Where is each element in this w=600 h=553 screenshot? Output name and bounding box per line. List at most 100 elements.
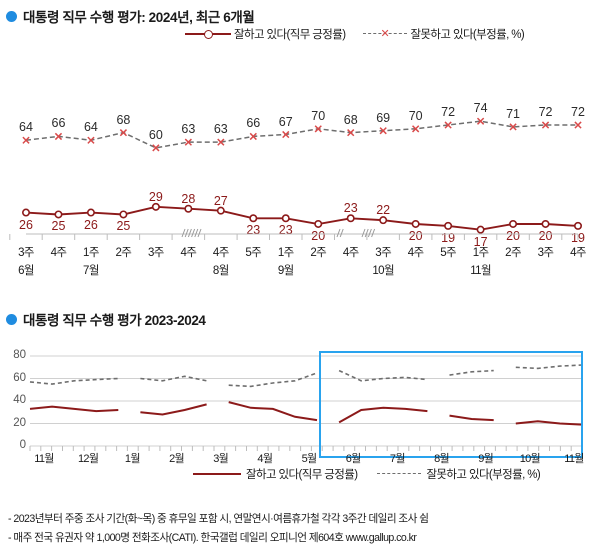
value-label-negative: 66	[246, 116, 261, 131]
legend-positive: 잘하고 있다(직무 긍정률)	[185, 26, 346, 42]
x-axis-month-label: 7월	[83, 265, 99, 277]
x-axis-month-label-2: 5월	[301, 453, 318, 465]
value-label-positive: 22	[376, 203, 391, 218]
value-label-negative: 64	[83, 120, 98, 135]
x-axis-month-label-2: 1월	[124, 453, 141, 465]
x-axis-week-label: 4주	[342, 247, 359, 259]
solid-line-marker-icon	[185, 29, 231, 39]
x-axis-week-label: 5주	[440, 247, 456, 259]
x-axis-week-label: 3주	[537, 247, 554, 259]
x-axis-week-label: 2주	[310, 247, 327, 259]
x-axis-week-label: 5주	[245, 247, 262, 259]
chart2-plot	[29, 351, 583, 458]
value-label-negative: 74	[473, 101, 488, 116]
chart1-plot	[21, 117, 582, 234]
x-axis-month-label: 9월	[277, 265, 294, 277]
value-label-negative: 63	[213, 122, 228, 137]
chart1-legend: 잘하고 있다(직무 긍정률) ✕ 잘못하고 있다(부정률, %)	[185, 26, 525, 42]
x-axis-month-label-2: 10월	[519, 453, 541, 465]
value-label-negative: 67	[278, 114, 293, 129]
x-axis-month-label-2: 4월	[257, 453, 273, 465]
chart2-title: 대통령 직무 수행 평가 2023-2024	[23, 313, 206, 328]
y-axis-tick-label: 40	[13, 394, 26, 406]
dashed-line-marker-icon-2	[377, 469, 422, 479]
value-label-positive: 20	[311, 228, 326, 243]
chart-recent-6months: 잘하고 있다(직무 긍정률) ✕ 잘못하고 있다(부정률, %) 64 66 64 6…	[0, 22, 600, 287]
value-label-positive: 26	[83, 217, 98, 232]
x-axis-month-label-2: 6월	[345, 453, 362, 465]
value-label-positive: 25	[51, 219, 66, 234]
chart2-title-row: 대통령 직무 수행 평가 2023-2024	[6, 309, 206, 329]
value-label-negative: 60	[148, 127, 163, 142]
y-axis-tick-label: 80	[13, 349, 26, 361]
x-axis-week-label: 3주	[18, 247, 34, 259]
value-label-negative: 72	[441, 105, 456, 120]
x-axis-month-label-2: 3월	[213, 453, 229, 465]
legend2-negative-label: 잘못하고 있다(부정률, %)	[426, 469, 541, 481]
value-label-negative: 63	[181, 122, 196, 137]
x-axis-month-label-2: 2월	[169, 453, 185, 465]
x-axis-week-label: 1주	[277, 247, 294, 259]
value-label-negative: 68	[343, 112, 358, 127]
blue-bullet-icon-2	[6, 313, 17, 325]
highlight-box	[319, 351, 583, 458]
value-label-negative: 71	[506, 106, 520, 121]
dashed-line-marker-icon: ✕	[363, 28, 408, 40]
chart1-title-row: 대통령 직무 수행 평가: 2024년, 최근 6개월	[6, 6, 255, 26]
x-axis-week-label: 2주	[115, 247, 132, 259]
y-axis-tick-label: 0	[19, 439, 26, 451]
value-label-positive: 23	[343, 201, 358, 216]
x-axis-week-label: 1주	[472, 247, 489, 259]
x-axis-week-label: 2주	[505, 247, 521, 259]
value-label-positive: 28	[181, 191, 196, 206]
x-axis-month-label: 10월	[372, 265, 394, 277]
x-axis-week-label: 4주	[570, 247, 586, 259]
value-label-negative: 69	[376, 110, 391, 125]
value-label-negative: 66	[51, 116, 66, 131]
x-axis-month-label-2: 9월	[478, 453, 494, 465]
value-label-positive: 25	[116, 219, 131, 234]
value-label-positive: 20	[538, 228, 553, 243]
value-label-negative: 70	[311, 108, 326, 123]
x-axis-month-label: 6월	[18, 265, 34, 277]
value-label-negative: 70	[408, 108, 423, 123]
x-axis-month-label-2: 11월	[34, 453, 54, 465]
blue-bullet-icon	[6, 10, 17, 22]
chart1-axis	[9, 228, 579, 240]
x-axis-month-label: 8월	[212, 265, 229, 277]
x-axis-week-label: 1주	[83, 247, 99, 259]
x-axis-month-label-2: 8월	[434, 453, 450, 465]
footnote-1: - 2023년부터 주중 조사 기간(화~목) 중 휴무일 포함 시, 연말연시…	[8, 513, 429, 525]
value-label-positive: 17	[473, 234, 488, 249]
solid-line-marker-icon-2	[193, 469, 241, 479]
x-axis-month-label: 11월	[470, 265, 491, 277]
value-label-positive: 20	[408, 228, 423, 243]
value-label-negative: 72	[571, 105, 585, 120]
x-axis-week-label: 4주	[407, 247, 424, 259]
x-axis-week-label: 4주	[212, 247, 229, 259]
value-label-positive: 26	[19, 217, 33, 232]
x-axis-month-label-2: 11월	[564, 453, 584, 465]
page-title: 대통령 직무 수행 평가: 2024년, 최근 6개월	[23, 10, 255, 25]
legend-positive-label: 잘하고 있다(직무 긍정률)	[234, 29, 346, 41]
x-axis-month-label-2: 7월	[389, 453, 406, 465]
value-label-negative: 64	[19, 120, 33, 135]
legend-negative: ✕ 잘못하고 있다(부정률, %)	[363, 26, 525, 42]
x-marker-icon: ✕	[380, 28, 390, 40]
value-label-negative: 72	[538, 105, 553, 120]
chart-2023-2024: 80 60 40 20 0 11월 12월 1월 2월 3월 4월 5월 6월 7월 8월 9월 10월 11월	[0, 330, 600, 465]
value-label-positive: 29	[148, 189, 163, 204]
x-axis-week-label: 3주	[147, 247, 164, 259]
x-axis-week-label: 4주	[50, 247, 67, 259]
chart2-legend: 잘하고 있다(직무 긍정률) 잘못하고 있다(부정률, %)	[193, 466, 541, 482]
value-label-positive: 20	[506, 228, 520, 243]
x-axis-month-label-2: 12월	[78, 453, 99, 465]
legend-negative-label: 잘못하고 있다(부정률, %)	[410, 29, 525, 41]
value-label-negative: 68	[116, 112, 131, 127]
x-axis-week-label: 3주	[375, 247, 392, 259]
legend2-positive-label: 잘하고 있다(직무 긍정률)	[246, 469, 358, 481]
y-axis-tick-label: 60	[13, 371, 26, 384]
x-axis-week-label: 4주	[180, 247, 197, 259]
y-axis-tick-label: 20	[13, 416, 26, 429]
